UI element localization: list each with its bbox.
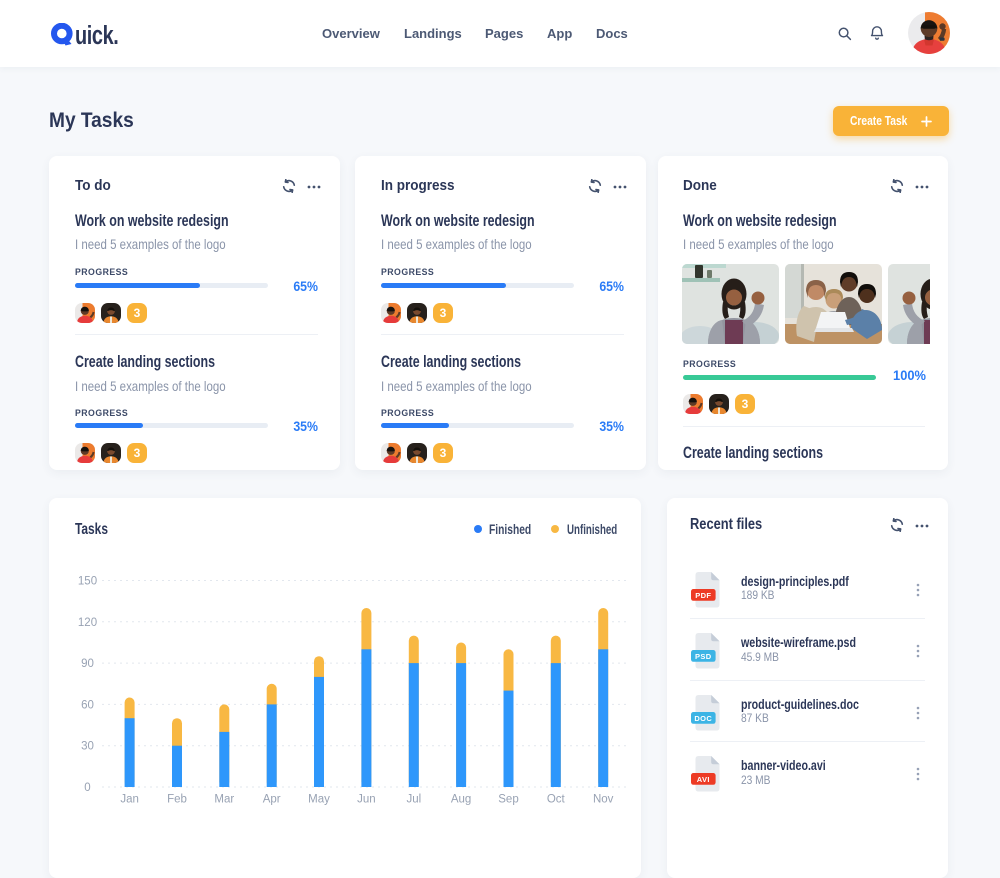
svg-text:30: 30: [81, 741, 94, 753]
svg-text:120: 120: [78, 617, 97, 629]
svg-text:PDF: PDF: [695, 591, 711, 600]
svg-text:AVI: AVI: [697, 775, 710, 784]
svg-text:DOC: DOC: [694, 713, 712, 722]
svg-text:60: 60: [81, 699, 94, 711]
svg-text:150: 150: [78, 576, 97, 588]
svg-text:0: 0: [84, 782, 90, 794]
svg-text:90: 90: [81, 658, 94, 670]
svg-text:PSD: PSD: [695, 652, 712, 661]
